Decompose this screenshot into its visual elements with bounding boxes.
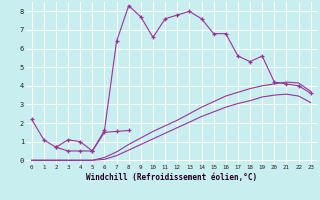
X-axis label: Windchill (Refroidissement éolien,°C): Windchill (Refroidissement éolien,°C) xyxy=(86,173,257,182)
